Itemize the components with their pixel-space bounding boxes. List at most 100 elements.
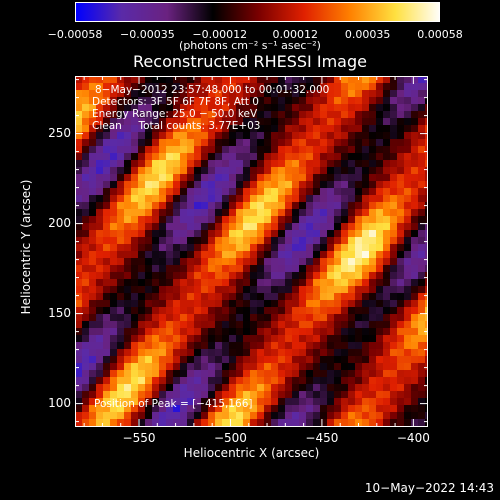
heatmap-cell	[299, 153, 306, 160]
heatmap-cell	[278, 167, 285, 174]
heatmap-cell	[138, 125, 145, 132]
heatmap-cell	[124, 118, 131, 125]
heatmap-cell	[327, 244, 334, 251]
heatmap-cell	[187, 349, 194, 356]
heatmap-cell	[348, 244, 355, 251]
heatmap-cell	[159, 125, 166, 132]
heatmap-cell	[369, 272, 376, 279]
heatmap-cell	[201, 293, 208, 300]
heatmap-cell	[257, 405, 264, 412]
heatmap-cell	[264, 279, 271, 286]
heatmap-cell	[201, 300, 208, 307]
heatmap-cell	[194, 370, 201, 377]
heatmap-cell	[103, 76, 110, 83]
heatmap-cell	[201, 328, 208, 335]
heatmap-cell	[334, 146, 341, 153]
heatmap-cell	[411, 349, 418, 356]
heatmap-cell	[250, 321, 257, 328]
heatmap-cell	[180, 398, 187, 405]
heatmap-cell	[320, 258, 327, 265]
heatmap-cell	[110, 419, 117, 426]
heatmap-cell	[376, 97, 383, 104]
heatmap-cell	[404, 363, 411, 370]
heatmap-cell	[299, 230, 306, 237]
heatmap-cell	[194, 251, 201, 258]
heatmap-cell	[299, 272, 306, 279]
heatmap-cell	[390, 405, 397, 412]
heatmap-cell	[411, 195, 418, 202]
heatmap-cell	[334, 237, 341, 244]
heatmap-cell	[159, 391, 166, 398]
heatmap-cell	[292, 258, 299, 265]
heatmap-cell	[376, 90, 383, 97]
heatmap-cell	[355, 272, 362, 279]
heatmap-cell	[131, 174, 138, 181]
x-tick-label: −450	[305, 431, 339, 445]
heatmap-cell	[327, 160, 334, 167]
heatmap-cell	[390, 244, 397, 251]
heatmap-cell	[306, 160, 313, 167]
heatmap-cell	[103, 398, 110, 405]
heatmap-cell	[313, 335, 320, 342]
heatmap-cell	[292, 146, 299, 153]
heatmap-cell	[152, 181, 159, 188]
heatmap-cell	[264, 251, 271, 258]
heatmap-cell	[362, 300, 369, 307]
heatmap-cell	[299, 209, 306, 216]
heatmap-cell	[327, 335, 334, 342]
heatmap-cell	[390, 223, 397, 230]
heatmap-cell	[96, 391, 103, 398]
heatmap-cell	[103, 209, 110, 216]
heatmap-cell	[397, 188, 404, 195]
heatmap-cell	[110, 118, 117, 125]
heatmap-cell	[208, 230, 215, 237]
heatmap-cell	[173, 244, 180, 251]
heatmap-cell	[362, 307, 369, 314]
heatmap-cell	[96, 342, 103, 349]
heatmap-cell	[243, 195, 250, 202]
heatmap-cell	[222, 237, 229, 244]
heatmap-cell	[145, 118, 152, 125]
heatmap-cell	[222, 335, 229, 342]
heatmap-cell	[159, 370, 166, 377]
heatmap-cell	[243, 160, 250, 167]
heatmap-cell	[173, 328, 180, 335]
heatmap-cell	[180, 405, 187, 412]
heatmap-cell	[334, 377, 341, 384]
heatmap-cell	[131, 139, 138, 146]
heatmap-cell	[334, 300, 341, 307]
heatmap-cell	[89, 132, 96, 139]
heatmap-cell	[334, 279, 341, 286]
heatmap-cell	[376, 377, 383, 384]
heatmap-cell	[418, 307, 425, 314]
heatmap-cell	[313, 97, 320, 104]
heatmap-cell	[404, 349, 411, 356]
heatmap-cell	[215, 160, 222, 167]
heatmap-cell	[194, 216, 201, 223]
heatmap-cell	[173, 321, 180, 328]
heatmap-cell	[376, 181, 383, 188]
heatmap-cell	[75, 419, 82, 426]
heatmap-cell	[285, 244, 292, 251]
heatmap-cell	[404, 76, 411, 83]
heatmap-cell	[138, 83, 145, 90]
heatmap-cell	[152, 202, 159, 209]
heatmap-cell	[222, 76, 229, 83]
heatmap-cell	[313, 265, 320, 272]
heatmap-cell	[292, 286, 299, 293]
heatmap-cell	[257, 321, 264, 328]
heatmap-cell	[299, 188, 306, 195]
heatmap-cell	[145, 314, 152, 321]
heatmap-cell	[187, 104, 194, 111]
heatmap-cell	[390, 139, 397, 146]
heatmap-cell	[117, 405, 124, 412]
heatmap-cell	[397, 83, 404, 90]
heatmap-cell	[334, 118, 341, 125]
heatmap-cell	[75, 153, 82, 160]
heatmap-cell	[271, 195, 278, 202]
heatmap-cell	[208, 195, 215, 202]
heatmap-cell	[334, 223, 341, 230]
heatmap-cell	[222, 300, 229, 307]
heatmap-cell	[215, 139, 222, 146]
heatmap-cell	[166, 405, 173, 412]
